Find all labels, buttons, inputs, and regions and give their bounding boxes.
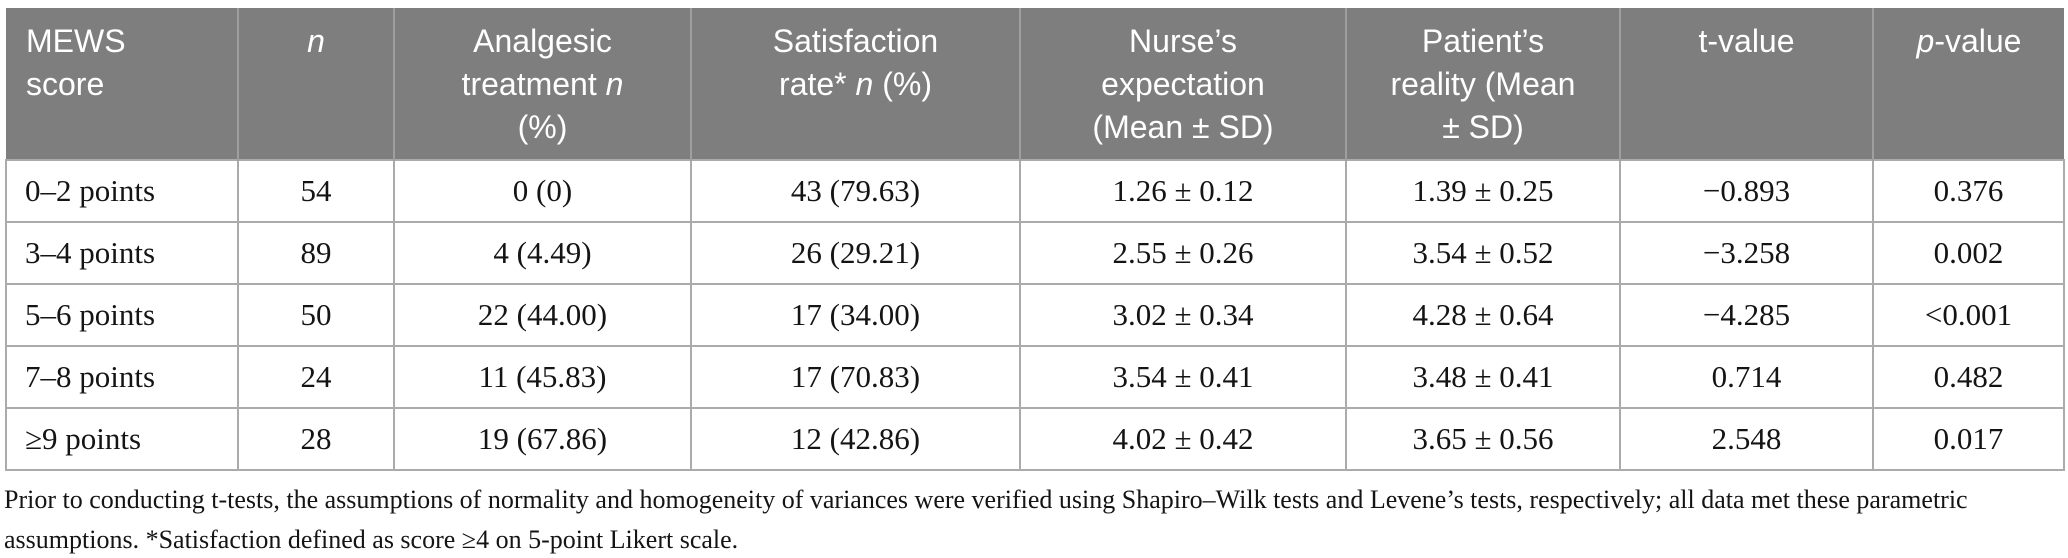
table-cell: 17 (70.83): [690, 345, 1021, 409]
table-cell: −4.285: [1619, 283, 1874, 347]
table-cell: 4.02 ± 0.42: [1019, 407, 1347, 471]
table-cell: 2.548: [1619, 407, 1874, 471]
table-cell: 89: [237, 221, 395, 285]
table-header: MEWS score n Analgesic treatment n (%) Sati…: [6, 8, 2064, 160]
footnote-line: assumptions. *Satisfaction defined as sc…: [4, 525, 739, 554]
table-cell: 0.376: [1872, 159, 2065, 223]
table-cell: 3.54 ± 0.52: [1345, 221, 1621, 285]
table-cell: <0.001: [1872, 283, 2065, 347]
table-cell: 43 (79.63): [690, 159, 1021, 223]
table-cell: 4 (4.49): [393, 221, 692, 285]
table-cell: 26 (29.21): [690, 221, 1021, 285]
table-row: 3–4 points 89 4 (4.49) 26 (29.21) 2.55 ± 0.2…: [5, 221, 2065, 285]
table-row: 7–8 points 24 11 (45.83) 17 (70.83) 3.54 ± 0…: [5, 345, 2065, 409]
table-cell: 3–4 points: [5, 221, 239, 285]
column-header: Nurse’s expectation (Mean ± SD): [1019, 8, 1346, 160]
mews-statistics-table-wrap: MEWS score n Analgesic treatment n (%) Sati…: [5, 8, 2065, 471]
table-cell: 50: [237, 283, 395, 347]
table-row: 0–2 points 54 0 (0) 43 (79.63) 1.26 ± 0.12 1.…: [5, 159, 2065, 223]
table-cell: 1.26 ± 0.12: [1019, 159, 1347, 223]
table-body: 0–2 points 54 0 (0) 43 (79.63) 1.26 ± 0.12 1.…: [5, 159, 2065, 471]
table-cell: 54: [237, 159, 395, 223]
table-cell: 24: [237, 345, 395, 409]
column-header: Satisfaction rate* n (%): [690, 8, 1020, 160]
table-cell: −3.258: [1619, 221, 1874, 285]
column-header: Patient’s reality (Mean ± SD): [1345, 8, 1620, 160]
table-cell: 11 (45.83): [393, 345, 692, 409]
table-cell: 28: [237, 407, 395, 471]
column-header: t-value: [1619, 8, 1873, 160]
table-cell: 19 (67.86): [393, 407, 692, 471]
table-cell: 1.39 ± 0.25: [1345, 159, 1621, 223]
column-header: Analgesic treatment n (%): [393, 8, 691, 160]
table-cell: 4.28 ± 0.64: [1345, 283, 1621, 347]
column-header: MEWS score: [6, 8, 238, 160]
table-cell: 0–2 points: [5, 159, 239, 223]
table-cell: 3.54 ± 0.41: [1019, 345, 1347, 409]
column-header: p-value: [1872, 8, 2064, 160]
table-footnote: Prior to conducting t-tests, the assumpt…: [4, 480, 2068, 558]
header-row: MEWS score n Analgesic treatment n (%) Sati…: [6, 8, 2064, 160]
table-cell: 12 (42.86): [690, 407, 1021, 471]
table-cell: 2.55 ± 0.26: [1019, 221, 1347, 285]
table-cell: 0.714: [1619, 345, 1874, 409]
table-cell: 0 (0): [393, 159, 692, 223]
table-cell: 0.002: [1872, 221, 2065, 285]
table-cell: 0.482: [1872, 345, 2065, 409]
table-cell: 22 (44.00): [393, 283, 692, 347]
mews-statistics-table: MEWS score n Analgesic treatment n (%) Sati…: [5, 8, 2065, 471]
table-cell: ≥9 points: [5, 407, 239, 471]
table-cell: −0.893: [1619, 159, 1874, 223]
table-cell: 3.02 ± 0.34: [1019, 283, 1347, 347]
table-cell: 7–8 points: [5, 345, 239, 409]
table-cell: 0.017: [1872, 407, 2065, 471]
column-header: n: [237, 8, 394, 160]
table-cell: 3.65 ± 0.56: [1345, 407, 1621, 471]
table-cell: 17 (34.00): [690, 283, 1021, 347]
table-row: ≥9 points 28 19 (67.86) 12 (42.86) 4.02 ± 0.…: [5, 407, 2065, 471]
table-row: 5–6 points 50 22 (44.00) 17 (34.00) 3.02 ± 0…: [5, 283, 2065, 347]
table-cell: 5–6 points: [5, 283, 239, 347]
footnote-line: Prior to conducting t-tests, the assumpt…: [4, 485, 1968, 514]
table-cell: 3.48 ± 0.41: [1345, 345, 1621, 409]
